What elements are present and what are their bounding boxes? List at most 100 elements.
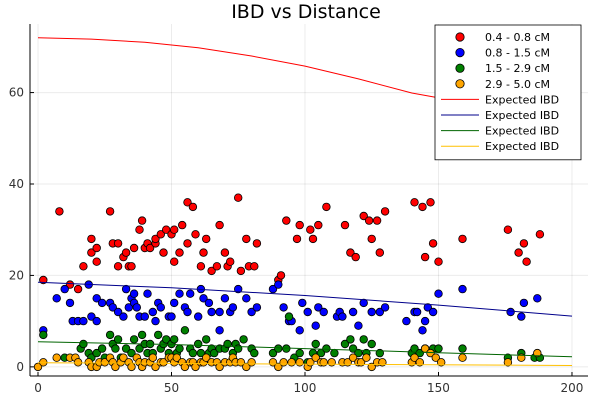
legend-item: 2.9 - 5.0 cM [455,78,550,91]
data-point [215,220,224,230]
data-point [73,358,83,367]
data-point [191,230,200,239]
data-point [113,307,123,317]
data-point [298,298,307,308]
data-point [143,289,152,298]
data-point [367,234,376,244]
data-point [73,284,83,294]
data-point [52,353,61,362]
data-point [135,225,144,234]
y-tick-label: 20 [9,268,24,282]
data-point [242,234,251,244]
data-point [188,202,198,212]
y-tick-label: 40 [9,177,24,191]
data-point [519,298,529,308]
data-point [137,216,147,225]
data-point [292,234,302,244]
legend-label: 0.8 - 1.5 cM [485,47,550,60]
legend-label: Expected IBD [485,140,559,153]
data-point [151,234,160,244]
data-point [367,362,376,372]
data-point [279,358,288,367]
expected-ibd-line [37,362,573,366]
data-point [201,353,211,362]
data-point [156,303,165,312]
data-point [185,289,195,298]
series-1 [39,280,542,335]
data-point [340,339,350,349]
data-point [193,339,203,349]
data-point [39,275,48,285]
data-point [287,358,296,367]
data-point [420,316,430,326]
data-point [434,257,443,266]
data-point [426,348,435,358]
data-point [268,284,278,294]
series-6 [37,341,573,358]
data-point [153,330,163,340]
data-point [129,335,139,344]
data-point [215,307,224,317]
data-point [65,280,75,289]
data-point [87,248,96,257]
data-point [121,248,131,257]
data-point [375,248,384,257]
data-point [193,312,203,321]
legend-marker [455,47,465,58]
data-point [169,298,179,308]
data-point [97,298,107,308]
data-point [311,353,320,362]
data-point [295,220,304,230]
data-point [274,280,283,289]
legend-label: 1.5 - 2.9 cM [485,62,550,75]
data-point [169,335,179,344]
data-point [100,358,109,367]
data-point [105,207,115,216]
data-point [119,312,128,321]
data-point [426,198,435,207]
data-point [175,248,184,257]
data-point [201,335,211,344]
data-point [148,353,157,362]
data-point [201,234,211,244]
series-5 [37,281,573,317]
data-point [380,303,390,312]
data-point [319,358,328,367]
x-tick-label: 150 [427,381,450,395]
data-point [60,284,69,294]
data-point [372,216,382,225]
data-point [314,303,323,312]
data-point [308,234,318,244]
data-point [169,225,179,234]
y-tick-label: 0 [16,360,24,374]
data-point [92,316,101,326]
data-point [233,284,243,294]
data-point [359,211,368,221]
legend-item: Expected IBD [441,125,559,138]
data-point [314,220,323,230]
data-point [204,298,214,308]
data-point [159,248,168,257]
data-point [79,316,88,326]
chart-title: IBD vs Distance [231,1,381,23]
series-0 [39,193,545,294]
data-point [250,348,259,358]
data-point [113,262,123,271]
data-point [306,225,315,234]
data-point [129,243,139,253]
data-point [362,353,371,362]
data-point [220,248,230,257]
data-point [503,225,513,234]
data-point [279,303,288,312]
data-point [458,344,467,353]
data-point [348,307,358,317]
data-point [338,312,347,321]
data-point [188,348,198,358]
data-point [420,252,430,262]
data-point [172,353,181,362]
legend-marker [455,63,465,73]
data-point [437,358,446,367]
data-point [346,335,355,344]
data-point [175,344,184,353]
data-point [514,248,523,257]
